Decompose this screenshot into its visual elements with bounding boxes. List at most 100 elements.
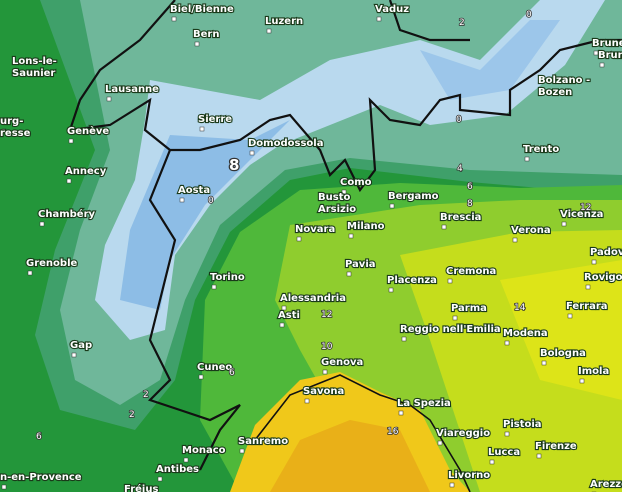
city-marker [599,62,605,68]
city-marker [304,398,310,404]
city-marker [266,28,272,34]
city-label: Asti [278,310,300,321]
city-label: Saunier [12,68,55,79]
border-line [68,0,622,193]
contour-label: 2 [143,390,149,400]
zone-sea-orange [270,420,430,492]
city-marker [452,315,458,321]
city-label: Livorno [448,470,490,481]
city-label: resse [0,128,31,139]
city-label: Sierre [198,114,232,125]
contour-label: 0 [208,196,214,206]
city-marker [211,284,217,290]
city-marker [39,221,45,227]
city-marker [68,138,74,144]
contour-label: 12 [580,203,591,213]
city-label: Fréjus [124,483,158,492]
city-marker [27,270,33,276]
city-marker [441,224,447,230]
borders [68,0,622,492]
city-marker [449,482,455,488]
city-label: Arezzo [590,479,622,490]
city-marker [536,453,542,459]
contour-label: 0 [526,10,532,20]
city-label: Novara [295,224,335,235]
city-marker [179,197,185,203]
city-label: Firenze [535,441,577,452]
city-marker [281,305,287,311]
city-marker [376,16,382,22]
city-marker [322,369,328,375]
city-label: Aosta [178,185,210,196]
city-label: Gap [70,340,92,351]
city-label: Trento [523,144,559,155]
city-marker [319,204,325,210]
city-marker [389,203,395,209]
city-marker [512,237,518,243]
city-marker [401,336,407,342]
city-marker [346,271,352,277]
city-marker [13,68,19,74]
city-label: Padova [590,247,622,258]
city-marker [194,41,200,47]
city-marker [591,259,597,265]
city-marker [567,313,573,319]
border-line [147,149,241,471]
city-label: Rovigo [584,272,622,283]
contour-label: 8 [467,199,473,209]
city-marker [198,374,204,380]
city-label: Ferrara [566,301,608,312]
coast-line [254,374,471,492]
city-label: Sanremo [238,436,288,447]
city-label: Grenoble [26,258,77,269]
contour-label: 16 [387,427,399,437]
contour-label: 14 [514,303,526,313]
city-marker [593,50,599,56]
contour-label: 0 [456,115,462,125]
city-label: Bern [193,29,219,40]
contour-label: 6 [229,368,235,378]
city-label: Cuneo [197,362,232,373]
city-marker [296,236,302,242]
city-label: Torino [210,272,245,283]
contour-label: 6 [36,432,42,442]
city-label: Brune [592,38,622,49]
city-marker [524,156,530,162]
city-marker [388,287,394,293]
border-line [388,0,470,42]
city-marker [183,457,189,463]
city-marker [539,87,545,93]
city-label: Annecy [65,166,107,177]
city-marker [71,352,77,358]
city-label: Bologna [540,348,586,359]
city-label: Parma [451,303,487,314]
city-label: Modena [503,328,548,339]
city-label: Biel/Bienne [170,4,234,15]
city-label: Bolzano - [538,75,590,86]
city-label: Pavia [345,259,376,270]
city-label: Vicenza [560,209,603,220]
city-marker [561,221,567,227]
city-marker [157,476,163,482]
city-marker [1,128,7,134]
city-marker [66,178,72,184]
city-marker [504,340,510,346]
city-label: Busto [318,192,350,203]
city-marker [279,322,285,328]
zone-blue [420,20,560,100]
city-marker [541,360,547,366]
city-marker [447,278,453,284]
contour-label: 4 [457,164,463,174]
city-marker [489,459,495,465]
contour-label: 6 [467,182,473,192]
city-label: Alessandria [280,293,346,304]
contour-label: 12 [321,310,332,320]
city-label: Luzern [265,16,303,27]
city-label: Pistoia [503,419,542,430]
city-marker [1,484,7,490]
city-marker [171,16,177,22]
city-label: Monaco [182,445,226,456]
city-label: Reggio nell'Emilia [400,324,501,335]
city-label: Lons-le- [12,56,57,67]
